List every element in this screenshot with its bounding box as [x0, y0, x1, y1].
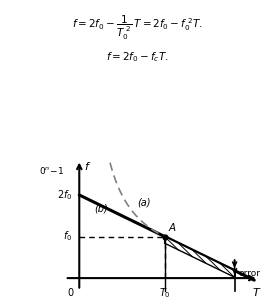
Text: $f$: $f$: [84, 161, 92, 173]
Text: $f = 2f_0 - f_c T.$: $f = 2f_0 - f_c T.$: [106, 51, 169, 64]
Text: $T_0$: $T_0$: [159, 286, 170, 300]
Text: $f = 2f_0 - \dfrac{1}{T_0^{\ 2}}\,T = 2f_0 - f_0^{\ 2}T.$: $f = 2f_0 - \dfrac{1}{T_0^{\ 2}}\,T = 2f…: [72, 14, 203, 42]
Text: $A$: $A$: [168, 221, 177, 233]
Text: error: error: [239, 270, 261, 278]
Text: (b): (b): [95, 203, 108, 213]
Text: $0^n\!-\!1$: $0^n\!-\!1$: [39, 165, 64, 176]
Text: $T$: $T$: [252, 286, 262, 297]
Text: $2f_0$: $2f_0$: [57, 188, 72, 202]
Text: $f_0$: $f_0$: [63, 230, 72, 243]
Text: $0$: $0$: [67, 286, 74, 297]
Text: (a): (a): [137, 197, 151, 208]
Polygon shape: [165, 236, 235, 277]
